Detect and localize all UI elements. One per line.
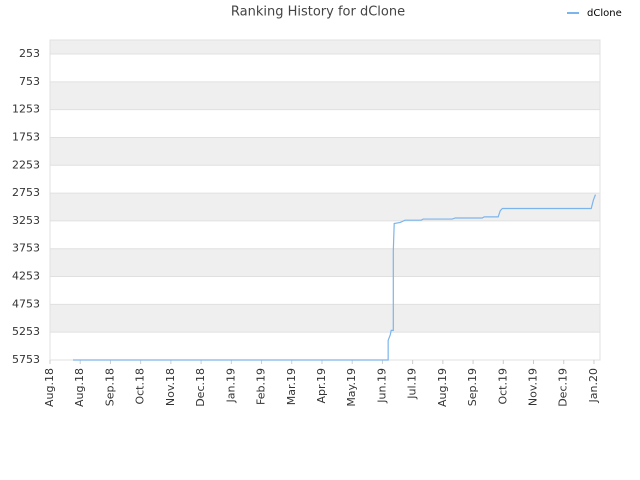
x-tick-label: Jan.19: [224, 368, 237, 403]
grid-band: [50, 40, 600, 55]
y-tick-label: 4753: [12, 297, 40, 310]
y-tick-label: 2753: [12, 186, 40, 199]
y-tick-label: 1253: [12, 103, 40, 116]
x-tick-label: Aug.18: [43, 368, 56, 407]
x-tick-label: Sep.19: [466, 368, 479, 406]
grid-band: [50, 304, 600, 333]
x-tick-label: Mar.19: [285, 368, 298, 405]
x-tick-label: Jan.20: [587, 368, 600, 403]
x-tick-label: Sep.18: [103, 368, 116, 406]
grid-band: [50, 137, 600, 166]
y-tick-label: 4253: [12, 270, 40, 283]
x-tick-label: May.19: [345, 368, 358, 407]
x-tick-label: Nov.18: [164, 368, 177, 406]
grid-band: [50, 248, 600, 277]
x-tick-label: Dec.19: [557, 368, 570, 407]
x-tick-label: Oct.18: [134, 368, 147, 405]
x-tick-label: Aug.19: [436, 368, 449, 407]
y-tick-label: 253: [19, 47, 40, 60]
y-tick-label: 3753: [12, 242, 40, 255]
y-tick-label: 753: [19, 75, 40, 88]
x-tick-label: Jun.19: [375, 368, 388, 404]
y-tick-label: 5753: [12, 353, 40, 366]
grid-band: [50, 81, 600, 110]
x-tick-label: Oct.19: [496, 368, 509, 405]
grid-band: [50, 193, 600, 221]
x-tick-label: Jul.19: [406, 368, 419, 400]
legend-label: dClone: [587, 8, 622, 19]
y-tick-label: 3253: [12, 214, 40, 227]
y-tick-label: 5253: [12, 325, 40, 338]
y-tick-label: 2253: [12, 158, 40, 171]
y-tick-label: 1753: [12, 130, 40, 143]
chart-title: Ranking History for dClone: [231, 5, 405, 20]
x-tick-label: Apr.19: [315, 368, 328, 404]
x-tick-label: Dec.18: [194, 368, 207, 407]
x-tick-label: Feb.19: [255, 368, 268, 405]
x-tick-label: Nov.19: [527, 368, 540, 406]
x-tick-label: Aug.18: [73, 368, 86, 407]
data-line: [72, 194, 597, 361]
